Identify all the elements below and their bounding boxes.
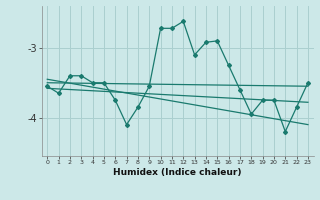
X-axis label: Humidex (Indice chaleur): Humidex (Indice chaleur) (113, 168, 242, 177)
